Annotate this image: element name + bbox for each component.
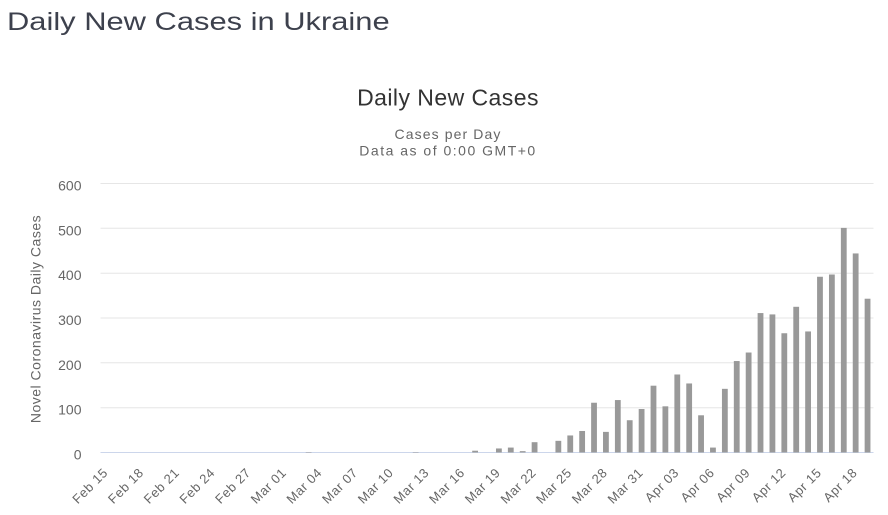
svg-text:100: 100 (58, 402, 82, 418)
svg-text:Feb 15: Feb 15 (69, 465, 111, 507)
svg-text:0: 0 (74, 447, 82, 463)
svg-text:Feb 21: Feb 21 (141, 465, 183, 507)
svg-text:Mar 25: Mar 25 (533, 465, 575, 507)
svg-text:Mar 19: Mar 19 (462, 465, 504, 507)
svg-text:Daily New Cases: Daily New Cases (357, 85, 539, 111)
svg-text:Apr 15: Apr 15 (784, 465, 824, 505)
svg-text:Mar 04: Mar 04 (283, 465, 325, 507)
svg-text:400: 400 (58, 267, 82, 283)
svg-text:Mar 16: Mar 16 (426, 465, 468, 507)
svg-text:Feb 24: Feb 24 (176, 465, 218, 507)
svg-text:Mar 13: Mar 13 (390, 465, 432, 507)
svg-text:Cases per Day: Cases per Day (395, 126, 502, 142)
svg-text:Apr 06: Apr 06 (677, 465, 717, 505)
svg-text:Mar 01: Mar 01 (248, 465, 290, 507)
svg-text:Feb 18: Feb 18 (105, 465, 147, 507)
svg-text:Mar 22: Mar 22 (497, 465, 539, 507)
svg-text:300: 300 (58, 312, 82, 328)
svg-text:Data as of 0:00 GMT+0: Data as of 0:00 GMT+0 (359, 142, 536, 158)
svg-text:Mar 28: Mar 28 (569, 465, 611, 507)
svg-text:500: 500 (58, 222, 82, 238)
svg-text:600: 600 (58, 178, 82, 194)
svg-text:Novel Coronavirus Daily Cases: Novel Coronavirus Daily Cases (28, 215, 44, 423)
svg-text:Apr 09: Apr 09 (713, 465, 753, 505)
svg-text:Apr 12: Apr 12 (749, 465, 789, 505)
svg-text:Mar 07: Mar 07 (319, 465, 361, 507)
svg-text:Mar 10: Mar 10 (355, 465, 397, 507)
svg-text:200: 200 (58, 357, 82, 373)
svg-text:Apr 18: Apr 18 (820, 465, 860, 505)
svg-text:Feb 27: Feb 27 (212, 465, 254, 507)
svg-text:Apr 03: Apr 03 (642, 465, 682, 505)
svg-text:Mar 31: Mar 31 (604, 465, 646, 507)
